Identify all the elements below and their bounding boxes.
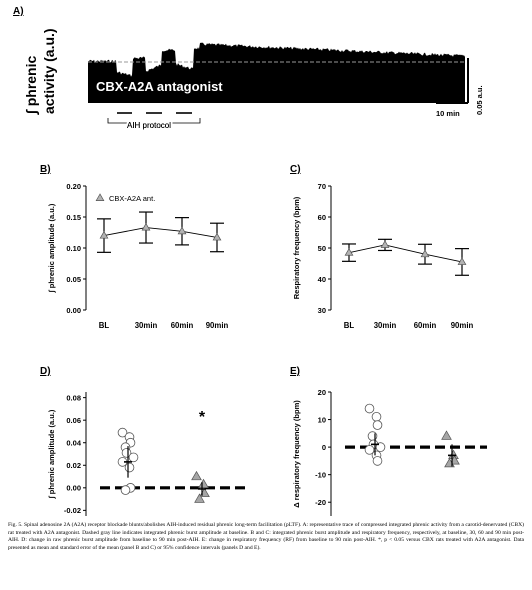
panel-b-ytick-label: 0.15 — [66, 213, 81, 222]
panel-e-data-point — [364, 403, 375, 414]
panel-b-category-label: 90min — [206, 321, 229, 330]
panel-c-category-label: 30min — [374, 321, 397, 330]
panel-a-trace-figure: ∫ phrenic activity (a.u.) CBX-A2A antago… — [23, 28, 484, 132]
panel-b-legend-marker — [95, 193, 105, 201]
charts-canvas: 0.00 0.05 0.10 0.15 0.20 ∫ phrenic amplitude … — [47, 182, 487, 516]
panel-d-ytick-label: 0.00 — [66, 484, 81, 493]
phrenic-trace — [88, 42, 465, 103]
protocol-bracket — [107, 118, 201, 124]
panel-b-ylabel: ∫ phrenic amplitude (a.u.) — [47, 203, 56, 293]
panel-e-data-point — [364, 445, 375, 455]
panel-a-ylabel-line2: activity (a.u.) — [41, 28, 57, 114]
panel-c-ytick-label: 50 — [318, 244, 326, 253]
panel-c-ytick-label: 60 — [318, 213, 326, 222]
panel-b-legend-label: CBX-A2A ant. — [109, 194, 155, 203]
panel-c-ytick-label: 30 — [318, 306, 326, 315]
panel-d-significance-mark: * — [199, 409, 206, 426]
panel-c-ylabel: Respiratory frequency (bpm) — [292, 196, 301, 299]
panel-c-ytick-label: 70 — [318, 182, 326, 191]
panel-d-data-point — [121, 448, 132, 458]
overlay-label: CBX-A2A antagonist — [96, 79, 223, 94]
protocol-label-fg: AIH protocol — [127, 121, 171, 130]
panel-b-data-point — [177, 226, 187, 235]
panel-b-category-label: BL — [99, 321, 110, 330]
panel-c-data-point — [457, 257, 467, 265]
panel-b-series-line — [103, 227, 218, 238]
panel-c-data-point — [344, 247, 354, 256]
panel-d-data-point — [124, 462, 135, 473]
panel-d-ytick-label: 0.06 — [66, 416, 81, 425]
panel-b-data-point — [141, 222, 151, 231]
panel-e-data-point — [371, 411, 382, 422]
panel-e-ytick-label: -20 — [315, 498, 326, 507]
panel-c-series-line — [348, 244, 463, 263]
figure-caption: Fig. 5. Spinal adenosine 2A (A2A) recept… — [8, 522, 524, 551]
panel-d-data-point — [117, 427, 128, 438]
panel-e-ytick-label: 0 — [322, 443, 326, 452]
panel-d-ytick-label: 0.04 — [66, 439, 81, 448]
panel-a-label: A) — [13, 6, 24, 17]
panel-e-data-point — [441, 430, 452, 440]
panel-d-data-point — [120, 485, 131, 495]
panel-c-ytick-label: 40 — [318, 275, 326, 284]
panel-c-category-label: 60min — [414, 321, 437, 330]
panel-c-label: C) — [290, 164, 301, 175]
panel-b-data-point — [99, 230, 109, 239]
panel-b-ytick-label: 0.00 — [66, 306, 81, 315]
panel-b-data-point — [212, 232, 222, 241]
protocol-label: AIH protocol — [127, 121, 171, 130]
scalebar-y-label: 0.05 a.u. — [475, 85, 484, 115]
panel-b-ytick-label: 0.20 — [66, 182, 81, 191]
panel-c-category-label: 90min — [451, 321, 474, 330]
panel-c-category-label: BL — [344, 321, 355, 330]
panel-d-data-point — [194, 493, 205, 503]
panel-d-data-point — [128, 452, 139, 463]
panel-e-ytick-label: 20 — [318, 388, 326, 397]
panel-d-data-point — [191, 470, 202, 481]
panel-b-ytick-label: 0.10 — [66, 244, 81, 253]
panel-d-ytick-label: -0.02 — [64, 506, 81, 515]
panel-b-ytick-label: 0.05 — [66, 275, 81, 284]
panel-d-ylabel: ∫ phrenic amplitude (a.u.) — [47, 409, 56, 499]
panel-b-category-label: 30min — [135, 321, 158, 330]
panel-d-ytick-label: 0.08 — [66, 393, 81, 402]
panel-d-data-point — [198, 478, 209, 489]
panel-e-data-point — [372, 456, 383, 466]
panel-e-ytick-label: -10 — [315, 470, 326, 479]
panel-e-ytick-label: 10 — [318, 415, 326, 424]
panel-b-label: B) — [40, 164, 51, 175]
panel-e-ylabel: Δ respiratory frequency (bpm) — [292, 400, 301, 508]
panel-c-data-point — [420, 249, 430, 258]
panel-d-ytick-label: 0.02 — [66, 461, 81, 470]
panel-a-ylabel-line1: ∫ phrenic — [23, 55, 40, 115]
panel-c-data-point — [380, 240, 390, 248]
panel-b-category-label: 60min — [171, 321, 194, 330]
scalebar-x-label: 10 min — [436, 109, 460, 118]
panel-d-label: D) — [40, 366, 51, 377]
panel-e-label: E) — [290, 366, 300, 377]
panel-e-data-point — [372, 420, 383, 430]
